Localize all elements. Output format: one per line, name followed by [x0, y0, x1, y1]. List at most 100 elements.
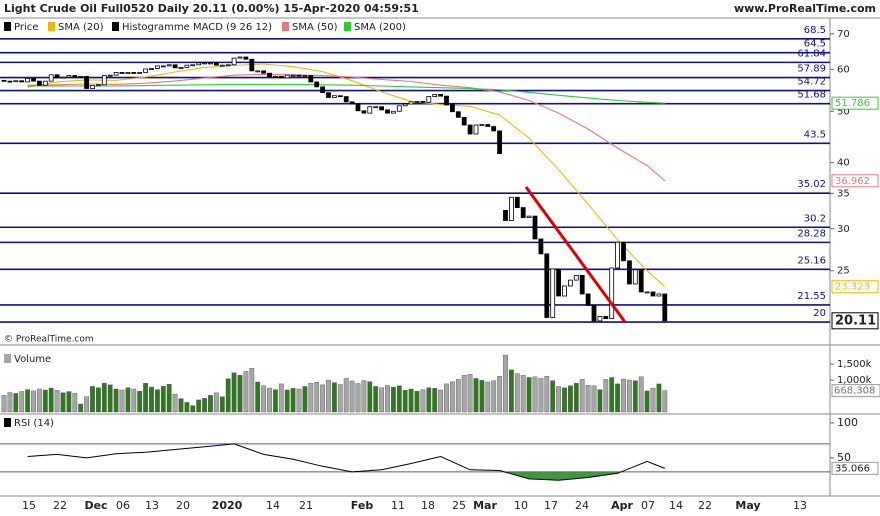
candle [154, 65, 160, 69]
x-tick-label: 24 [575, 499, 589, 512]
trend-line [524, 186, 627, 323]
candle [337, 95, 343, 98]
volume-bar [25, 389, 30, 413]
oversold-area [27, 471, 665, 481]
volume-bar [219, 396, 225, 413]
volume-bar [627, 379, 632, 413]
volume-bar [544, 376, 550, 413]
candle [627, 260, 632, 285]
volume-bar [573, 383, 579, 413]
y-tick-label: 50 [837, 106, 850, 117]
candle [143, 68, 149, 73]
volume-bar [361, 380, 367, 413]
candle [444, 95, 449, 106]
legend-label: SMA (20) [58, 22, 104, 33]
candle [579, 274, 585, 295]
y-tick-label: 25 [837, 266, 850, 277]
x-tick-label: Mar [473, 499, 497, 512]
candle [72, 75, 78, 78]
volume-bar [243, 371, 249, 413]
legend-swatch [282, 22, 289, 31]
candle [461, 116, 467, 126]
candle [532, 215, 538, 240]
candle [355, 103, 361, 112]
candle [249, 58, 255, 72]
candle [272, 75, 278, 78]
x-tick-label: 14 [669, 499, 683, 512]
volume-bar [78, 403, 84, 413]
volume-bar [450, 381, 455, 413]
volume-bar [42, 389, 48, 413]
volume-bar [444, 383, 449, 413]
candle [420, 100, 426, 103]
candle [1, 79, 7, 82]
value-box [831, 384, 880, 398]
candle [597, 315, 603, 322]
candle [278, 75, 284, 79]
price-box-label: 20.11 [835, 313, 876, 328]
candle [284, 74, 290, 79]
volume-bar [461, 375, 467, 413]
candle [7, 80, 13, 83]
volume-bar [420, 389, 426, 413]
volume-bar [137, 391, 143, 413]
candle [96, 84, 101, 87]
candle [615, 241, 620, 269]
value-box-label: 668,308 [834, 386, 875, 397]
volume-bar [391, 386, 396, 413]
value-box [831, 280, 879, 294]
candle [320, 86, 326, 94]
candle [196, 62, 202, 66]
x-tick-label: May [735, 499, 760, 512]
volume-bar [237, 375, 243, 413]
candle [267, 72, 272, 78]
level-label: 68.5 [804, 25, 826, 36]
x-tick-label: 06 [116, 499, 130, 512]
x-tick-label: Apr [611, 499, 633, 512]
y-tick-label: 30 [837, 224, 850, 235]
volume-bar [550, 380, 556, 413]
candle [202, 62, 208, 65]
chart-title: Light Crude Oil Full0520 Daily 20.11 (0.… [4, 2, 419, 15]
volume-bar [538, 378, 544, 413]
candle [508, 196, 514, 221]
volume-bar [172, 393, 178, 413]
copyright: © ProRealTime.com [4, 335, 94, 345]
legend-swatch [4, 354, 11, 363]
candle [603, 315, 609, 320]
candle [538, 238, 544, 255]
candle [125, 72, 131, 74]
candle [485, 124, 491, 127]
candle [385, 109, 390, 114]
site-name: www.ProRealTime.com [734, 2, 876, 15]
candle [343, 96, 349, 103]
candle [473, 124, 479, 135]
volume-bar [131, 388, 137, 413]
volume-bar [84, 396, 90, 413]
candle [379, 106, 385, 111]
x-tick-label: 17 [544, 499, 558, 512]
volume-bar [273, 389, 278, 413]
volume-bar [485, 381, 491, 413]
volume-bar [48, 387, 54, 413]
y-tick-label: 100 [837, 416, 858, 429]
volume-bar [438, 389, 443, 413]
volume-bar [503, 354, 508, 413]
volume-bar [149, 386, 154, 413]
candle [491, 126, 497, 132]
x-tick-label: 25 [452, 499, 466, 512]
level-label: 30.2 [804, 213, 826, 224]
candle [367, 106, 373, 114]
candle [31, 77, 36, 82]
x-tick-label: 14 [266, 499, 280, 512]
candle [190, 64, 196, 67]
volume-bar [225, 378, 231, 413]
candle [609, 267, 615, 320]
volume-bar [367, 381, 373, 413]
x-tick-label: 11 [391, 499, 405, 512]
candle [137, 72, 143, 74]
candle [438, 94, 444, 97]
candle [402, 103, 408, 107]
candle [408, 101, 414, 105]
x-tick-label: 2020 [212, 499, 243, 512]
